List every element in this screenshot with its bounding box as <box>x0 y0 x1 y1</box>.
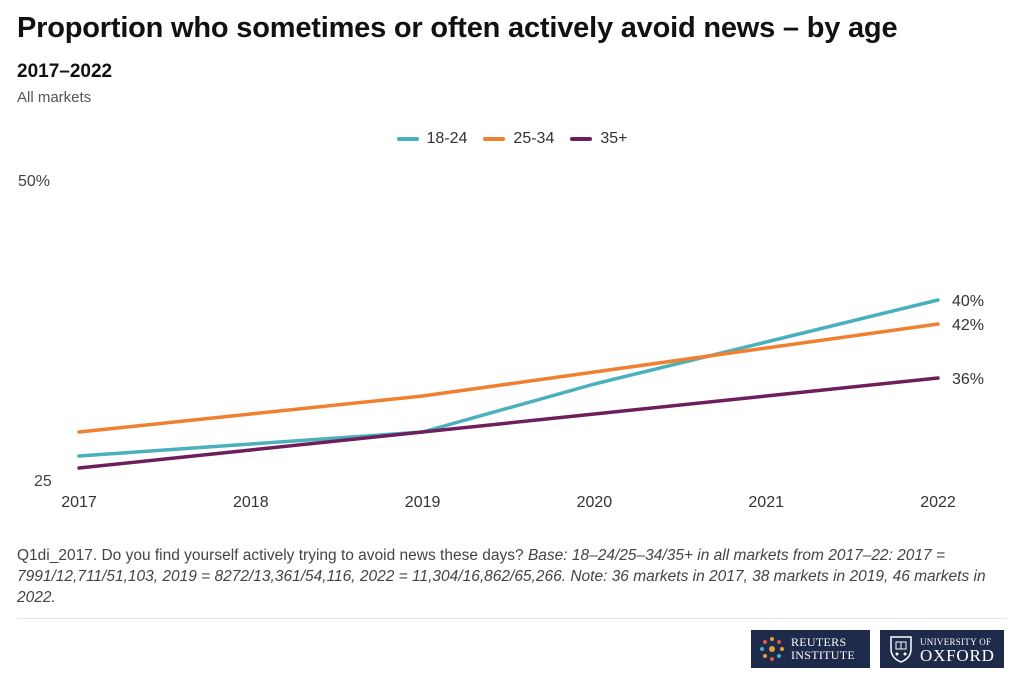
x-tick-label-2017: 2017 <box>61 494 97 511</box>
legend-item-35-plus[interactable]: 35+ <box>570 130 627 148</box>
chart-note: All markets <box>17 89 92 106</box>
footnote-details: Base: 18–24/25–34/35+ in all markets fro… <box>17 547 986 606</box>
legend-swatch-18-24 <box>396 137 419 141</box>
legend-swatch-35-plus <box>570 137 593 141</box>
legend-swatch-25-34 <box>483 137 506 141</box>
chart-title: Proportion who sometimes or often active… <box>17 12 898 44</box>
legend-label-25-34: 25-34 <box>513 130 555 147</box>
x-tick-label-2020: 2020 <box>577 494 613 511</box>
end-label-25-34: 42% <box>952 317 984 334</box>
x-tick-label-2021: 2021 <box>748 494 784 511</box>
chart-legend: 18-24 25-34 35+ <box>0 130 1024 148</box>
end-label-18-24: 40% <box>952 293 984 310</box>
chart-subtitle: 2017–2022 <box>17 61 113 82</box>
y-tick-label-top: 50% <box>18 173 50 190</box>
reuters-logo-line2: INSTITUTE <box>791 648 856 662</box>
legend-item-18-24[interactable]: 18-24 <box>396 130 468 148</box>
oxford-logo-line1: UNIVERSITY OF <box>920 637 992 647</box>
legend-label-35-plus: 35+ <box>600 130 628 147</box>
legend-label-18-24: 18-24 <box>426 130 468 147</box>
footnote-question: Q1di_2017. Do you find yourself actively… <box>17 547 524 564</box>
x-tick-label-2018: 2018 <box>233 494 269 511</box>
oxford-crest-icon <box>890 636 912 663</box>
series-line-35-plus <box>77 376 940 470</box>
y-tick-label-bottom: 25 <box>34 473 52 490</box>
x-tick-label-2022: 2022 <box>920 494 956 511</box>
reuters-institute-logo[interactable]: REUTERS INSTITUTE <box>751 630 870 668</box>
x-tick-label-2019: 2019 <box>405 494 441 511</box>
footer-divider <box>17 618 1007 619</box>
end-label-35-plus: 36% <box>952 371 984 388</box>
reuters-logo-line1: REUTERS <box>791 635 847 649</box>
oxford-logo-line2: OXFORD <box>920 646 995 665</box>
chart-footnote: Q1di_2017. Do you find yourself actively… <box>17 545 1007 608</box>
series-line-25-34 <box>77 322 940 434</box>
line-chart: 50% 25 2017 2018 2019 2020 2021 2022 40% 42% 36% <box>18 173 984 511</box>
series-line-18-24 <box>77 298 940 458</box>
legend-item-25-34[interactable]: 25-34 <box>483 130 554 148</box>
reuters-dots-icon <box>760 637 784 661</box>
university-of-oxford-logo[interactable]: UNIVERSITY OF OXFORD <box>880 630 1004 668</box>
